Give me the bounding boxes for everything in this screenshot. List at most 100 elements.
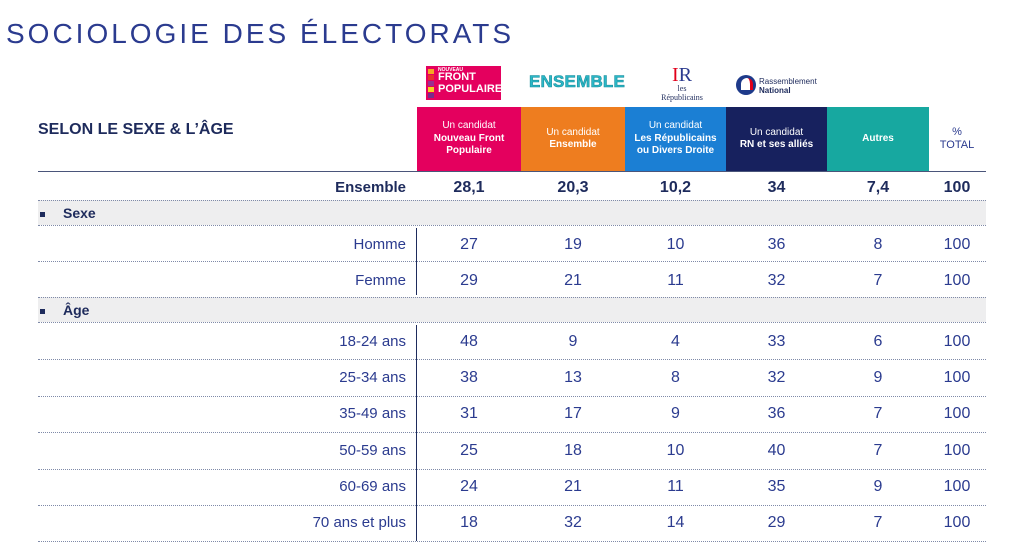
table-row: 60-69 ans 24 21 11 35 9 100 (38, 469, 986, 505)
cell-nfp: 18 (460, 514, 478, 531)
row-label: 70 ans et plus (312, 514, 406, 531)
table-row: 70 ans et plus 18 32 14 29 7 100 (38, 505, 986, 541)
section-band-age (38, 297, 986, 322)
les-republicains-logo: IR les Républicains (654, 64, 710, 102)
cell-lr: 11 (667, 272, 684, 289)
column-header-total: % TOTAL (930, 107, 984, 171)
column-header-nfp: Un candidat Nouveau Front Populaire (417, 107, 521, 171)
cell-ensemble: 32 (564, 514, 582, 531)
row-divider (38, 322, 986, 323)
cell-rn: 36 (767, 236, 786, 253)
column-header-prefix: Un candidat (442, 120, 496, 132)
section-label-sexe: Sexe (40, 205, 96, 221)
table-row: 35-49 ans 31 17 9 36 7 100 (38, 396, 986, 432)
row-divider (38, 469, 986, 470)
row-divider (38, 297, 986, 298)
column-header-ensemble: Un candidat Ensemble (521, 107, 625, 171)
column-header-autres: Autres (827, 107, 929, 171)
cell-autres: 6 (873, 333, 883, 350)
cell-rn: 36 (767, 405, 786, 422)
cell-rn: 35 (767, 478, 786, 495)
lr-logo-line2: Républicains (661, 93, 703, 102)
row-label: 35-49 ans (339, 405, 406, 422)
rassemblement-national-logo: Rassemblement National (736, 74, 826, 98)
row-divider (38, 225, 986, 226)
cell-ensemble: 18 (564, 442, 582, 459)
table-row: Femme 29 21 11 32 7 100 (38, 263, 986, 299)
table-row: 18-24 ans 48 9 4 33 6 100 (38, 324, 986, 360)
cell-autres: 9 (873, 369, 883, 386)
table-row-ensemble: Ensemble 28,1 20,3 10,2 34 7,4 100 (38, 170, 986, 206)
cell-total: 100 (943, 442, 971, 459)
cell-total: 100 (943, 272, 971, 289)
column-header-name: RN et ses alliés (739, 139, 814, 150)
label-divider-age (416, 325, 417, 541)
cell-ensemble: 19 (564, 236, 582, 253)
cell-rn: 34 (767, 179, 786, 196)
table-row: 25-34 ans 38 13 8 32 9 100 (38, 360, 986, 396)
cell-rn: 33 (767, 333, 786, 350)
cell-ensemble: 21 (564, 272, 582, 289)
total-header-label: TOTAL (939, 139, 975, 151)
cell-nfp: 31 (460, 405, 478, 422)
row-label: 50-59 ans (339, 442, 406, 459)
nouveau-front-populaire-logo: NOUVEAU FRONT POPULAIRE (426, 66, 501, 100)
table-row: Homme 27 19 10 36 8 100 (38, 227, 986, 263)
cell-lr: 14 (666, 514, 685, 531)
cell-total: 100 (943, 478, 971, 495)
table-row: 50-59 ans 25 18 10 40 7 100 (38, 433, 986, 469)
cell-ensemble: 13 (564, 369, 582, 386)
cell-lr: 9 (671, 405, 680, 422)
cell-lr: 8 (671, 369, 680, 386)
cell-total: 100 (943, 514, 971, 531)
cell-autres: 8 (873, 236, 883, 253)
lr-logo-mark: IR (671, 64, 692, 86)
cell-ensemble: 21 (564, 478, 582, 495)
column-header-name: Les Républicains ou Divers Droite (634, 132, 717, 157)
cell-total: 100 (943, 333, 971, 350)
cell-nfp: 48 (460, 333, 478, 350)
column-header-rn: Un candidat RN et ses alliés (726, 107, 827, 171)
column-header-prefix: Un candidat (546, 126, 600, 138)
rn-flame-icon (736, 75, 756, 95)
cell-total: 100 (943, 405, 971, 422)
cell-nfp: 29 (460, 272, 478, 289)
row-divider (38, 505, 986, 506)
page-title: SOCIOLOGIE DES ÉLECTORATS (6, 18, 515, 49)
row-label: Femme (355, 272, 406, 289)
cell-rn: 40 (767, 442, 786, 459)
cell-autres: 7 (873, 405, 883, 422)
total-header-percent: % (952, 126, 962, 138)
cell-autres: 9 (873, 478, 883, 495)
cell-ensemble: 20,3 (557, 179, 589, 196)
bullet-icon (40, 308, 45, 314)
cell-nfp: 28,1 (453, 179, 485, 196)
row-divider (38, 396, 986, 397)
cell-autres: 7 (873, 272, 883, 289)
row-divider (38, 200, 986, 201)
cell-autres: 7,4 (866, 179, 890, 196)
cell-ensemble: 17 (564, 405, 582, 422)
section-label-text: Sexe (63, 205, 96, 221)
section-label-age: Âge (40, 302, 89, 318)
rn-logo-line2: National (759, 86, 791, 95)
table-subtitle: SELON LE SEXE & L’ÂGE (38, 121, 234, 138)
nfp-logo-line2: FRONT (438, 71, 476, 83)
column-header-prefix: Un candidat (749, 126, 804, 138)
cell-ensemble: 9 (568, 333, 578, 350)
cell-autres: 7 (873, 442, 883, 459)
column-header-name: Ensemble (549, 139, 597, 150)
cell-rn: 32 (767, 369, 786, 386)
row-label: Ensemble (335, 179, 406, 196)
cell-nfp: 27 (460, 236, 478, 253)
cell-autres: 7 (873, 514, 883, 531)
section-label-text: Âge (63, 302, 90, 318)
column-header-name: Nouveau Front Populaire (433, 132, 505, 157)
row-divider (38, 432, 986, 433)
cell-lr: 10,2 (659, 179, 692, 196)
column-header-name: Autres (862, 132, 894, 144)
lr-logo-line1: les (677, 84, 687, 93)
nfp-logo-line3: POPULAIRE (438, 83, 501, 95)
column-header-prefix: Un candidat (648, 120, 703, 132)
row-label: 60-69 ans (339, 478, 406, 495)
